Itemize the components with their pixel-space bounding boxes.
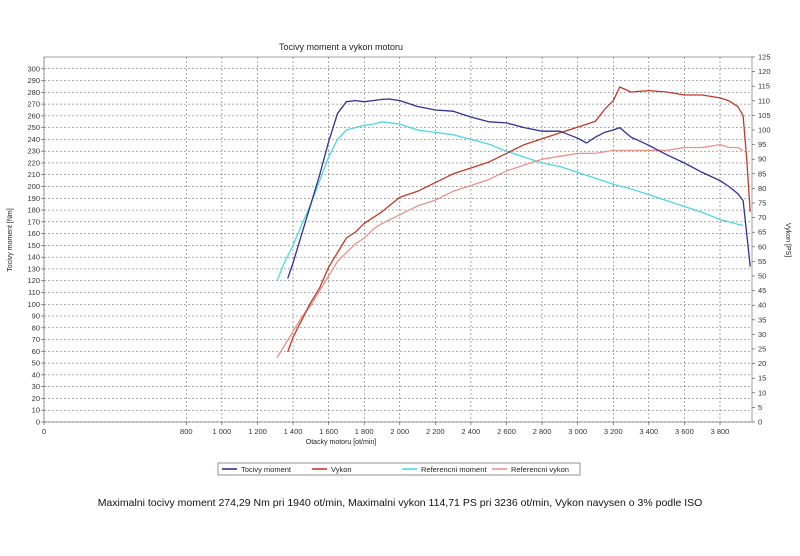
legend-box [217,462,581,476]
x-tick-label: 1 800 [355,427,374,436]
y2-tick-label: 0 [758,418,762,427]
x-tick-label: 1 600 [319,427,338,436]
y-tick-label: 230 [27,147,40,156]
x-tick-label: 2 600 [497,427,516,436]
y2-tick-label: 45 [758,286,766,295]
y-tick-label: 60 [32,347,40,356]
legend-label: Referencni vykon [511,465,569,474]
y-tick-label: 10 [32,406,40,415]
y2-tick-label: 65 [758,228,766,237]
y-tick-label: 30 [32,382,40,391]
y2-tick-label: 50 [758,272,766,281]
y2-tick-label: 20 [758,359,766,368]
y2-tick-label: 110 [758,96,770,105]
x-tick-label: 3 800 [711,427,730,436]
y-tick-label: 40 [32,370,40,379]
y-tick-label: 90 [32,312,40,321]
y2-tick-label: 15 [758,374,766,383]
y-tick-label: 200 [27,182,40,191]
x-tick-label: 3 200 [604,427,623,436]
x-tick-label: 2 200 [426,427,445,436]
x-tick-label: 0 [42,427,46,436]
y-tick-label: 100 [27,300,40,309]
y-tick-label: 180 [27,206,40,215]
y-tick-label: 260 [27,111,40,120]
y2-tick-label: 90 [758,155,766,164]
y2-tick-label: 55 [758,257,766,266]
legend: Tocivy moment Vykon Referencni moment Refer… [222,465,569,474]
y-tick-label: 300 [27,64,40,73]
left-axis-ticks: 0 10 20 30 40 50 60 70 80 90 100 110 120 130 140 150 160… [27,64,40,426]
x-tick-label: 2 000 [390,427,409,436]
y-tick-label: 140 [27,253,40,262]
x-tick-label: 1 400 [284,427,303,436]
y2-tick-label: 95 [758,140,766,149]
y2-tick-label: 105 [758,111,771,120]
y2-tick-label: 30 [758,330,766,339]
y2-tick-label: 120 [758,67,771,76]
y-tick-label: 150 [27,241,40,250]
y-tick-label: 240 [27,135,40,144]
y-tick-label: 190 [27,194,40,203]
summary-text: Maximalni tocivy moment 274,29 Nm pri 19… [98,497,703,509]
y2-tick-label: 85 [758,169,766,178]
x-axis-ticks: 0 800 1 000 1 200 1 400 1 600 1 800 2 000 2 200 2… [42,427,729,436]
right-axis-ticks: 0 5 10 15 20 25 30 35 40 45 50 55 60 65 70 75 80 85 90 95 10… [752,53,771,427]
x-tick-label: 1 200 [248,427,267,436]
y2-tick-label: 35 [758,315,766,324]
series-line-3 [276,121,744,281]
y-tick-label: 210 [27,170,40,179]
y2-tick-label: 70 [758,213,766,222]
y-tick-label: 220 [27,158,40,167]
y2-tick-label: 100 [758,126,771,135]
x-tick-label: 2 800 [533,427,552,436]
y-tick-label: 0 [36,418,40,427]
y-tick-label: 270 [27,100,40,109]
chart-title: Tocivy moment a vykon motoru [279,42,403,52]
y-tick-label: 160 [27,229,40,238]
x-tick-label: 3 000 [568,427,587,436]
series-lines [276,86,751,359]
y2-tick-label: 80 [758,184,766,193]
grid-lines [41,57,752,425]
y2-tick-label: 5 [758,403,762,412]
y-axis-label: Tocivy moment [Nm] [7,208,14,271]
y-tick-label: 20 [32,394,40,403]
legend-label: Tocivy moment [241,465,292,474]
y2-tick-label: 125 [758,53,771,62]
x-tick-label: 3 600 [675,427,694,436]
y2-tick-label: 25 [758,345,766,354]
x-tick-label: 800 [180,427,193,436]
y-tick-label: 120 [27,276,40,285]
y2-axis-label: Vykon [PS] [784,223,791,257]
y2-tick-label: 115 [758,82,770,91]
x-tick-label: 2 400 [462,427,481,436]
legend-label: Referencni moment [421,465,487,474]
series-line-1 [287,98,751,279]
y-tick-label: 80 [32,323,40,332]
y2-tick-label: 40 [758,301,766,310]
y2-tick-label: 60 [758,242,766,251]
x-axis-label: Otacky motoru [ot/min] [306,439,376,446]
y-tick-label: 170 [27,217,40,226]
y-tick-label: 290 [27,76,40,85]
y-tick-label: 280 [27,88,40,97]
x-tick-label: 3 400 [639,427,658,436]
legend-label: Vykon [331,465,352,474]
y-tick-label: 50 [32,359,40,368]
y2-tick-label: 75 [758,199,766,208]
y2-tick-label: 10 [758,388,766,397]
x-tick-label: 1 000 [212,427,231,436]
series-line-2 [287,86,751,353]
series-line-4 [276,143,744,359]
plot-area [43,56,753,423]
y-tick-label: 250 [27,123,40,132]
y-tick-label: 70 [32,335,40,344]
y-tick-label: 110 [28,288,40,297]
y-tick-label: 130 [27,264,40,273]
